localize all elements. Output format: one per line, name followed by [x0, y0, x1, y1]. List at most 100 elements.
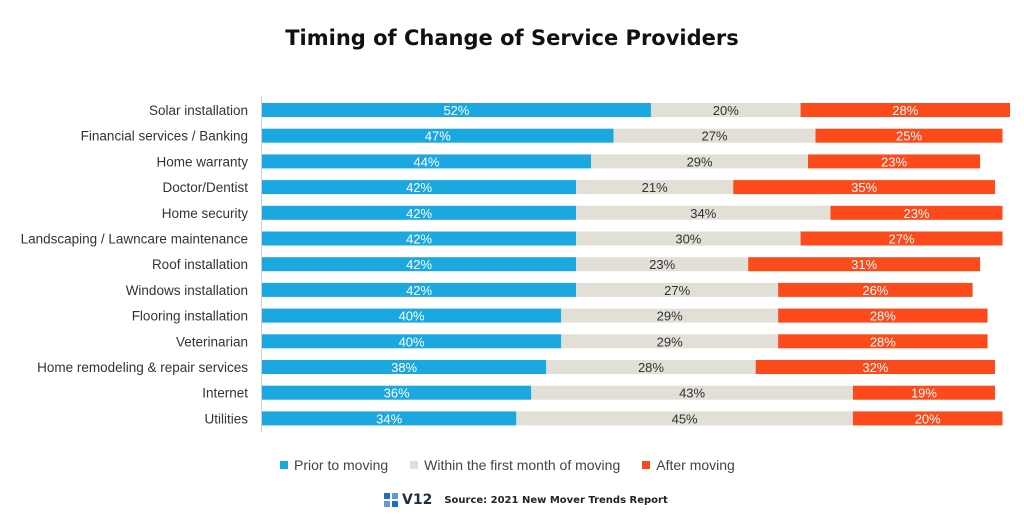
data-label: 20%	[713, 103, 739, 118]
data-label: 30%	[675, 232, 701, 247]
bar-segment-prior	[262, 257, 577, 272]
data-label: 28%	[870, 334, 896, 349]
data-label: 26%	[862, 283, 888, 298]
data-label: 42%	[406, 206, 432, 221]
bar-segment-prior	[262, 180, 577, 195]
data-label: 52%	[443, 103, 469, 118]
footer: V12 Source: 2021 New Mover Trends Report	[384, 492, 668, 508]
bar-segment-after	[830, 205, 1003, 220]
stacked-bar-chart: Solar installation 52% 20% 28% Financial ser…	[21, 96, 1010, 432]
data-label: 31%	[851, 257, 877, 272]
data-label: 28%	[870, 309, 896, 324]
bar-segment-after	[748, 257, 981, 272]
data-label: 23%	[649, 257, 675, 272]
bar-segment-prior	[262, 103, 651, 117]
category-label: Windows installation	[126, 283, 248, 298]
legend-swatch-within-month	[410, 461, 419, 469]
data-label: 27%	[889, 232, 915, 247]
v12-logo-icon	[384, 493, 398, 507]
bar-segment-after	[778, 334, 988, 349]
data-label: 29%	[687, 154, 713, 169]
data-label: 36%	[384, 386, 410, 401]
bar-segment-after	[815, 128, 1003, 143]
data-label: 47%	[425, 129, 451, 144]
data-label: 42%	[406, 283, 432, 298]
bar-segment-within-month	[561, 308, 779, 323]
bar-segment-after	[852, 385, 996, 400]
data-label: 27%	[702, 129, 728, 144]
bar-segment-within-month	[613, 128, 816, 143]
bar-segment-after	[778, 282, 973, 297]
data-label: 28%	[638, 360, 664, 375]
data-label: 35%	[851, 180, 877, 195]
category-label: Veterinarian	[176, 334, 248, 349]
bar-segment-prior	[262, 154, 592, 169]
bar-segment-within-month	[650, 103, 801, 117]
bar-segment-prior	[262, 205, 577, 220]
data-label: 29%	[657, 334, 683, 349]
category-label: Solar installation	[149, 103, 248, 118]
legend-item-within-month: Within the first month of moving	[410, 457, 620, 473]
data-label: 42%	[406, 257, 432, 272]
bar-segment-prior	[262, 231, 577, 246]
bar-segment-within-month	[576, 282, 779, 297]
bar-segment-after	[808, 154, 981, 169]
legend-swatch-prior	[280, 461, 288, 469]
category-label: Utilities	[204, 411, 248, 426]
legend-label-after: After moving	[656, 457, 735, 473]
v12-logo: V12	[384, 492, 432, 508]
data-label: 42%	[406, 180, 432, 195]
bar-segment-prior	[262, 385, 532, 400]
data-label: 32%	[862, 360, 888, 375]
category-label: Roof installation	[152, 257, 248, 272]
logo-text: V12	[402, 492, 433, 508]
category-label: Flooring installation	[132, 309, 248, 324]
data-label: 44%	[414, 154, 440, 169]
data-label: 27%	[664, 283, 690, 298]
legend-swatch-after	[642, 461, 651, 469]
bar-segment-within-month	[591, 154, 809, 169]
category-label: Financial services / Banking	[81, 129, 248, 144]
bar-segment-prior	[262, 334, 562, 349]
bar-segment-after	[800, 103, 1010, 117]
data-label: 29%	[657, 309, 683, 324]
bar-segment-prior	[262, 128, 614, 143]
data-label: 45%	[672, 411, 698, 426]
legend-item-prior: Prior to moving	[280, 457, 388, 473]
bar-segment-prior	[262, 411, 517, 426]
bar-segment-after	[852, 411, 1003, 426]
bar-segment-within-month	[576, 205, 831, 220]
data-label: 20%	[915, 411, 941, 426]
chart-legend: Prior to moving Within the first month o…	[280, 457, 757, 473]
category-label: Home warranty	[156, 154, 248, 169]
data-label: 42%	[406, 232, 432, 247]
bar-segment-prior	[262, 360, 547, 374]
data-label: 34%	[690, 206, 716, 221]
category-label: Home remodeling & repair services	[37, 360, 248, 375]
category-label: Landscaping / Lawncare maintenance	[21, 232, 248, 247]
bar-segment-within-month	[576, 231, 801, 246]
bar-segment-within-month	[531, 385, 853, 400]
data-label: 38%	[391, 360, 417, 375]
data-label: 43%	[679, 386, 705, 401]
bar-segment-within-month	[516, 411, 853, 426]
data-label: 40%	[399, 334, 425, 349]
data-label: 19%	[911, 386, 937, 401]
bar-segment-after	[755, 360, 996, 374]
legend-item-after: After moving	[642, 457, 735, 473]
bar-segment-within-month	[576, 180, 734, 195]
data-label: 25%	[896, 129, 922, 144]
category-label: Home security	[162, 206, 249, 221]
bar-segment-prior	[262, 282, 577, 297]
source-note: Source: 2021 New Mover Trends Report	[444, 494, 668, 506]
data-label: 23%	[903, 206, 929, 221]
bar-segment-after	[733, 180, 996, 195]
data-label: 34%	[376, 411, 402, 426]
category-label: Internet	[202, 386, 248, 401]
data-label: 28%	[892, 103, 918, 118]
bar-segment-within-month	[546, 360, 756, 374]
legend-label-within-month: Within the first month of moving	[424, 457, 621, 473]
category-label: Doctor/Dentist	[162, 180, 248, 195]
bar-segment-within-month	[576, 257, 749, 272]
data-label: 21%	[642, 180, 668, 195]
